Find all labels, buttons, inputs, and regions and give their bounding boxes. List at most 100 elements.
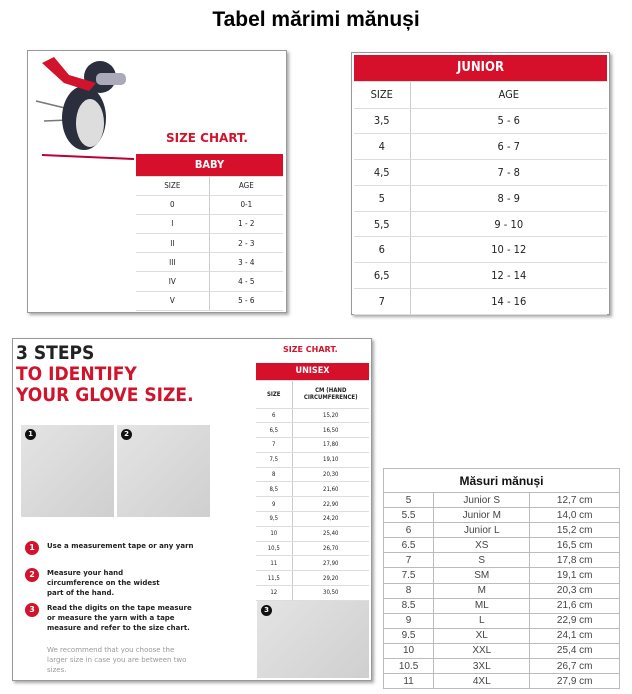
table-cell: M: [433, 582, 531, 599]
table-cell: 10 - 12: [410, 236, 607, 264]
table-cell: 8: [382, 582, 435, 599]
table-cell: L: [433, 612, 531, 629]
table-cell: 25,40: [292, 526, 369, 542]
table-row: 7 17,80: [256, 437, 369, 453]
table-cell: 22,9 cm: [529, 612, 620, 629]
col-header-cm: CM (HAND CIRCUMFERENCE): [292, 380, 369, 409]
table-row: 9.5 XL 24,1 cm: [382, 627, 620, 644]
table-cell: 7: [354, 288, 411, 315]
table-cell: XXL: [433, 642, 531, 660]
recommendation-note: We recommend that you choose the larger …: [47, 646, 187, 674]
size-chart-label: SIZE CHART.: [166, 131, 248, 145]
table-row: II 2 - 3: [136, 233, 283, 254]
table-cell: 26,7 cm: [529, 658, 620, 675]
table-cell: 27,90: [292, 555, 369, 572]
table-cell: XL: [433, 627, 531, 644]
table-cell: 0-1: [209, 195, 283, 215]
table-cell: 11,5: [256, 570, 293, 587]
col-header-age: AGE: [209, 176, 283, 196]
photo-step-2: 2: [117, 425, 210, 517]
table-cell: 6: [382, 522, 435, 539]
masuri-table: Măsuri mănuși 5 Junior S 12,7 cm 5.5 Junior …: [382, 468, 620, 690]
table-row: 6,5 12 - 14: [354, 262, 607, 290]
table-row: 7,5 19,10: [256, 452, 369, 468]
table-cell: 29,20: [292, 570, 369, 587]
table-row: 8.5 ML 21,6 cm: [382, 597, 620, 614]
table-cell: 4: [354, 133, 411, 161]
step-number: 2: [25, 568, 39, 582]
table-cell: 12,7 cm: [529, 491, 620, 509]
table-row: 3,5 5 - 6: [354, 108, 607, 135]
table-row: 7 14 - 16: [354, 288, 607, 315]
table-row: 10 25,40: [256, 526, 369, 542]
table-cell: II: [136, 233, 210, 254]
table-cell: 16,5 cm: [529, 537, 620, 554]
table-cell: 11: [256, 555, 293, 572]
table-row: 10 XXL 25,4 cm: [382, 642, 620, 660]
baby-table: BABY SIZE AGE 0 0-1 I 1 - 2 II 2 - 3 III 3 - 4 IV…: [136, 154, 283, 311]
table-cell: 6,5: [354, 262, 411, 290]
unisex-guide-panel: 3 STEPS TO IDENTIFY YOUR GLOVE SIZE. SIZ…: [12, 338, 372, 681]
table-cell: 6,5: [256, 422, 293, 439]
step-text: Measure your hand circumference on the w…: [47, 569, 160, 597]
step-text: Use a measurement tape or any yarn: [47, 542, 194, 550]
penguin-skier-illustration: [35, 57, 135, 160]
table-row: 5,5 9 - 10: [354, 211, 607, 238]
unisex-table: UNISEX SIZE CM (HAND CIRCUMFERENCE) 6 15,2…: [256, 363, 369, 601]
table-cell: 8: [256, 467, 293, 483]
table-cell: Junior M: [433, 507, 531, 524]
unisex-header: UNISEX: [256, 363, 369, 381]
table-cell: 15,2 cm: [529, 522, 620, 539]
table-row: 8 20,30: [256, 467, 369, 483]
table-cell: 22,90: [292, 496, 369, 513]
table-cell: 6.5: [382, 537, 435, 554]
table-row: 5.5 Junior M 14,0 cm: [382, 507, 620, 524]
step-number: 1: [25, 541, 39, 555]
table-cell: V: [136, 291, 210, 311]
table-row: 8 M 20,3 cm: [382, 582, 620, 599]
table-cell: 9.5: [382, 627, 435, 644]
table-row: 0 0-1: [136, 195, 283, 215]
heading-3-steps: 3 STEPS: [16, 342, 95, 364]
table-cell: 8.5: [382, 597, 435, 614]
table-row: 8,5 21,60: [256, 481, 369, 498]
table-cell: 6 - 7: [410, 133, 607, 161]
table-cell: 20,3 cm: [529, 582, 620, 599]
table-row: 5 Junior S 12,7 cm: [382, 491, 620, 509]
masuri-header: Măsuri mănuși: [383, 468, 620, 493]
table-cell: Junior L: [433, 522, 531, 539]
table-cell: 12 - 14: [410, 262, 607, 290]
table-row: 7 S 17,8 cm: [382, 552, 620, 569]
junior-header: JUNIOR: [354, 55, 607, 82]
table-row: 10.5 3XL 26,7 cm: [382, 658, 620, 675]
table-row: 11 27,90: [256, 555, 369, 572]
table-cell: 6: [256, 408, 293, 424]
table-row: 9 22,90: [256, 496, 369, 513]
baby-header: BABY: [136, 154, 283, 177]
table-cell: 10.5: [382, 658, 435, 675]
table-cell: 21,60: [292, 481, 369, 498]
photo-number: 2: [121, 429, 132, 440]
table-row: 11 4XL 27,9 cm: [382, 673, 620, 690]
table-cell: 5.5: [382, 507, 435, 524]
table-cell: 5 - 6: [209, 291, 283, 311]
masuri-table-panel: Măsuri mănuși 5 Junior S 12,7 cm 5.5 Junior …: [382, 468, 621, 690]
table-cell: 9,5: [256, 511, 293, 527]
table-cell: Junior S: [433, 491, 531, 509]
table-cell: 7: [382, 552, 435, 569]
table-cell: S: [433, 552, 531, 569]
table-cell: 7: [256, 437, 293, 453]
table-cell: I: [136, 214, 210, 235]
col-header-size: SIZE: [256, 380, 293, 409]
table-cell: 6: [354, 236, 411, 264]
table-row: 12 30,50: [256, 585, 369, 601]
col-header-age: AGE: [410, 81, 607, 109]
table-row: 10,5 26,70: [256, 541, 369, 557]
table-cell: 19,10: [292, 452, 369, 468]
table-cell: 12: [256, 585, 293, 601]
table-cell: 5: [382, 491, 435, 509]
table-cell: 8 - 9: [410, 185, 607, 212]
